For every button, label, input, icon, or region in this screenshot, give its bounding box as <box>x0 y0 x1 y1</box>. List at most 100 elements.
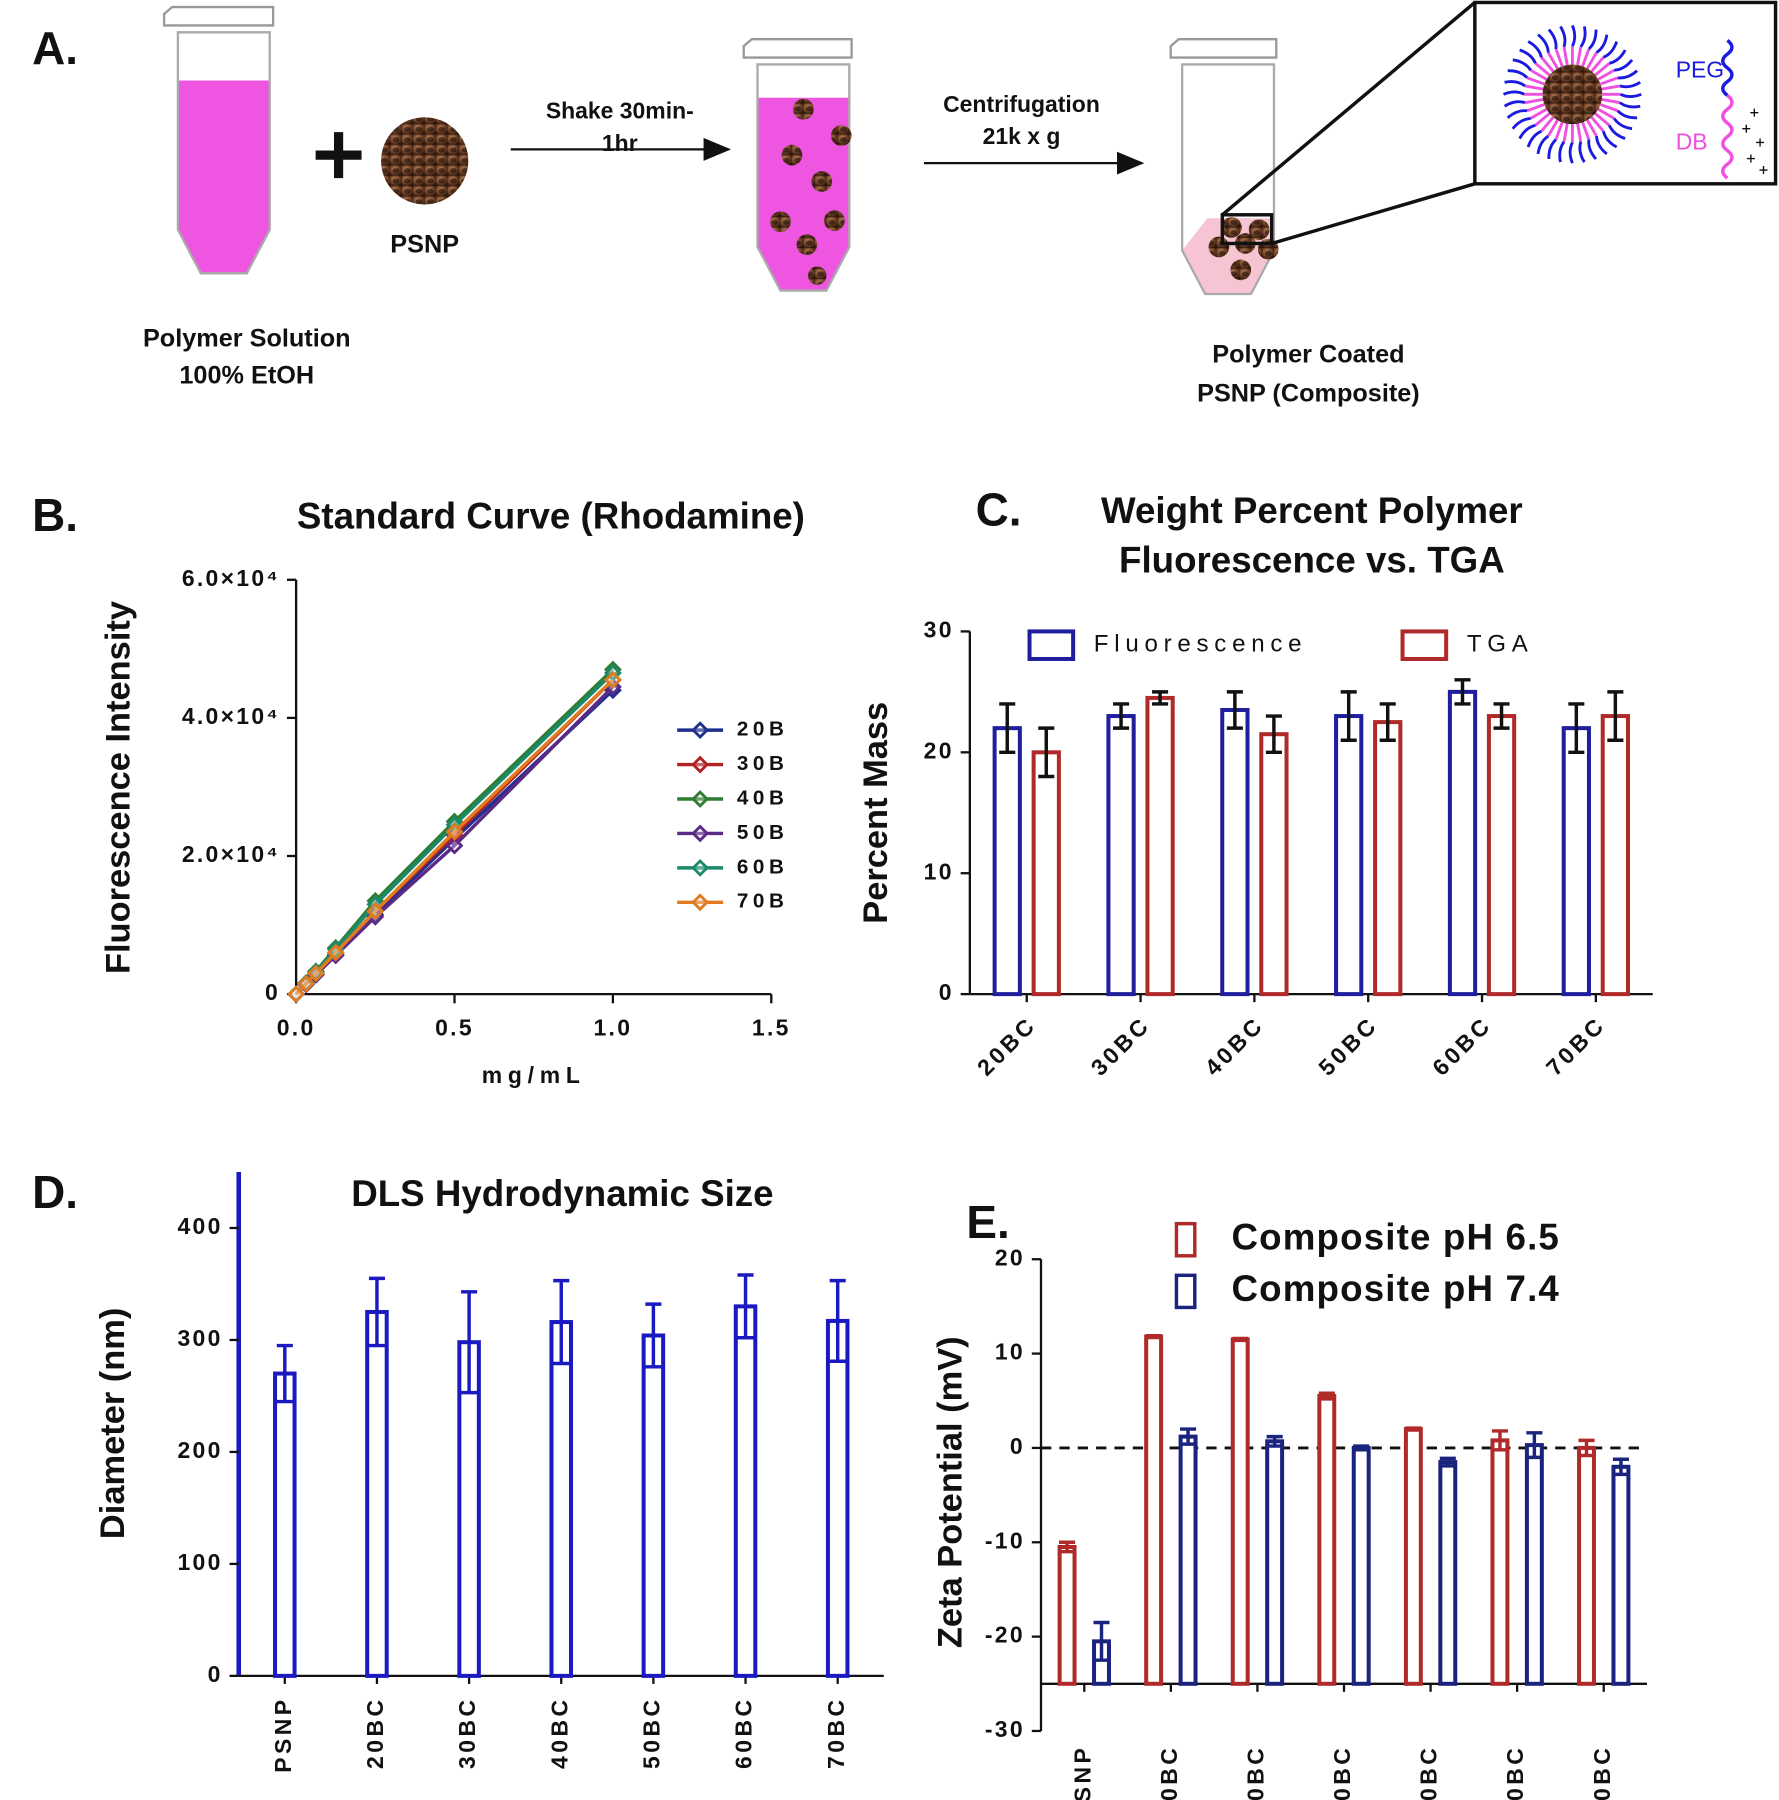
point <box>287 985 306 1004</box>
legend-marker <box>691 893 710 912</box>
chart-title: DLS Hydrodynamic Size <box>351 1173 773 1214</box>
db-segment <box>1597 68 1615 81</box>
error-bar <box>276 1343 293 1404</box>
peg-segment <box>1619 92 1642 99</box>
db-segment <box>1524 84 1544 91</box>
peg-segment <box>1547 28 1558 50</box>
y-tick-label: 20 <box>995 1244 1025 1270</box>
error-bar <box>553 1278 570 1366</box>
panel-label: A. <box>32 22 78 74</box>
bar <box>992 726 1022 997</box>
peg-segment <box>1595 135 1608 156</box>
peg-chain <box>1721 38 1734 97</box>
y-tick-label: 0 <box>208 1661 223 1687</box>
peg-segment <box>1503 90 1525 96</box>
legend-swatch <box>1174 1273 1197 1310</box>
error-bar <box>1353 1444 1370 1452</box>
point <box>307 964 325 983</box>
bar <box>1561 726 1591 997</box>
error-bar <box>1379 702 1396 742</box>
bar <box>733 1304 758 1678</box>
peg-segment <box>1571 24 1577 47</box>
peg-segment <box>1519 48 1537 64</box>
bar <box>641 1333 666 1678</box>
chart-title: Fluorescence vs. TGA <box>1119 539 1505 580</box>
error-bar <box>1568 702 1585 755</box>
peg-segment <box>1558 140 1566 163</box>
x-tick-label: 30BC <box>1086 1011 1156 1081</box>
x-tick-label: 60BC <box>731 1697 757 1769</box>
x-tick-label: 20BC <box>362 1697 388 1769</box>
bar <box>1144 1334 1164 1686</box>
y-axis-label: Diameter (nm) <box>94 1308 132 1539</box>
legend-marker <box>691 858 710 877</box>
tube <box>756 63 851 292</box>
label: PSNP (Composite) <box>1197 380 1420 408</box>
bar <box>1317 1394 1337 1686</box>
legend-marker <box>691 824 710 843</box>
peg-segment <box>1507 69 1529 79</box>
zoom-box <box>1220 213 1274 246</box>
error-bar <box>1318 1391 1335 1401</box>
point <box>445 822 464 841</box>
db-segment <box>1581 48 1591 67</box>
db-segment <box>1554 121 1564 141</box>
pellet <box>1208 217 1279 281</box>
error-bar <box>1405 1426 1422 1432</box>
peg-segment <box>1568 141 1574 164</box>
tube-cap <box>742 38 853 59</box>
panel-label: E. <box>966 1196 1009 1248</box>
x-tick-label: 30BC <box>1242 1745 1268 1800</box>
db-segment <box>1524 98 1544 105</box>
db-segment <box>1590 56 1605 73</box>
y-tick-label: -20 <box>985 1622 1025 1648</box>
bar <box>1178 1434 1198 1686</box>
bar <box>1403 1427 1423 1686</box>
db-segment <box>1597 107 1615 120</box>
bar <box>1265 1439 1285 1686</box>
peg-segment <box>1602 130 1618 149</box>
label: 100% EtOH <box>179 361 314 389</box>
db-segment <box>1599 76 1619 86</box>
x-tick-label: 40BC <box>1200 1011 1270 1081</box>
error-bar <box>1454 678 1471 706</box>
peg-segment <box>1579 26 1587 48</box>
bar <box>1524 1443 1544 1686</box>
peg-label: PEG <box>1676 56 1724 82</box>
peg-segment <box>1511 116 1531 130</box>
legend-label: 40B <box>737 786 789 809</box>
y-tick-label: 30 <box>924 616 954 642</box>
legend-label: 70B <box>737 890 789 913</box>
db-segment <box>1554 48 1564 67</box>
peg-segment <box>1559 25 1567 48</box>
x-tick-label: 20BC <box>972 1011 1042 1081</box>
error-bar <box>1059 1540 1076 1554</box>
point <box>366 902 385 921</box>
db-segment <box>1586 119 1598 137</box>
panel-label: D. <box>32 1166 78 1218</box>
y-tick-label: 100 <box>177 1549 222 1575</box>
error-bar <box>1491 1429 1508 1452</box>
db-segment <box>1534 112 1551 127</box>
peg-segment <box>1536 134 1550 155</box>
x-tick-label: PSNP <box>270 1697 296 1773</box>
error-bar <box>1439 1456 1456 1468</box>
peg-segment <box>1608 124 1626 140</box>
bar <box>1486 714 1517 997</box>
x-tick-label: 50BC <box>1313 1011 1383 1081</box>
label: Polymer Solution <box>143 325 351 353</box>
y-tick-label: 200 <box>177 1437 222 1463</box>
peg-segment <box>1617 69 1639 80</box>
error-bar <box>1152 690 1169 706</box>
legend-label: Composite pH 7.4 <box>1232 1268 1560 1309</box>
peg-segment <box>1527 40 1543 58</box>
legend-label: 30B <box>737 752 789 775</box>
x-tick-label: 50BC <box>1416 1745 1442 1800</box>
db-segment <box>1581 121 1591 141</box>
y-tick-label: 0 <box>1010 1433 1025 1459</box>
error-bar <box>368 1276 385 1348</box>
bar <box>1438 1460 1458 1686</box>
peg-segment <box>1504 80 1526 88</box>
peg-segment <box>1587 139 1598 160</box>
